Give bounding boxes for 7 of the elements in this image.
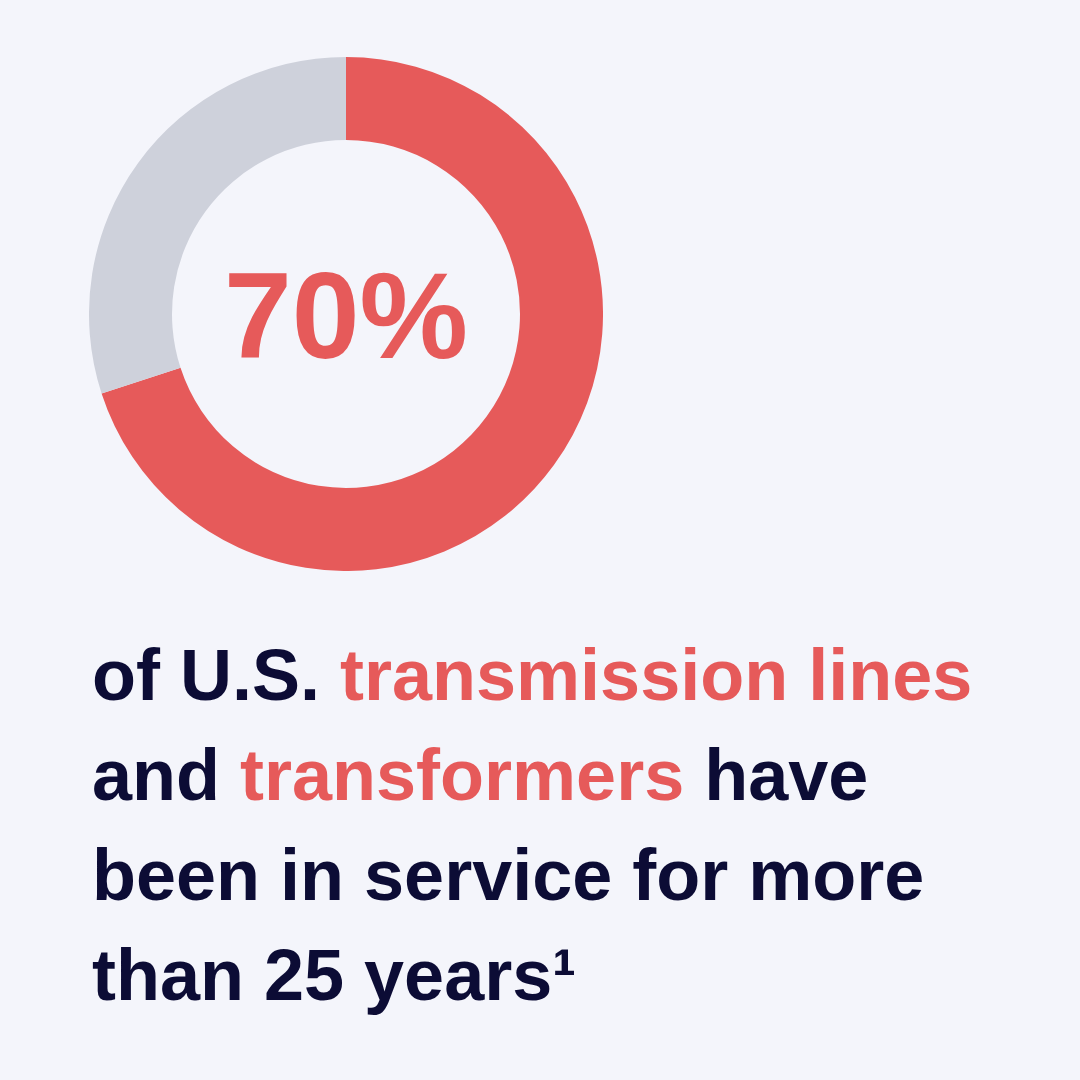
text: transmission lines bbox=[340, 635, 973, 715]
data-label: 70% bbox=[223, 248, 469, 384]
text: been in service for more than 25 years¹ bbox=[92, 835, 925, 1015]
text: and bbox=[92, 735, 221, 815]
text: of U.S. bbox=[92, 635, 320, 715]
text: transformers bbox=[240, 735, 685, 815]
text: have bbox=[704, 735, 869, 815]
